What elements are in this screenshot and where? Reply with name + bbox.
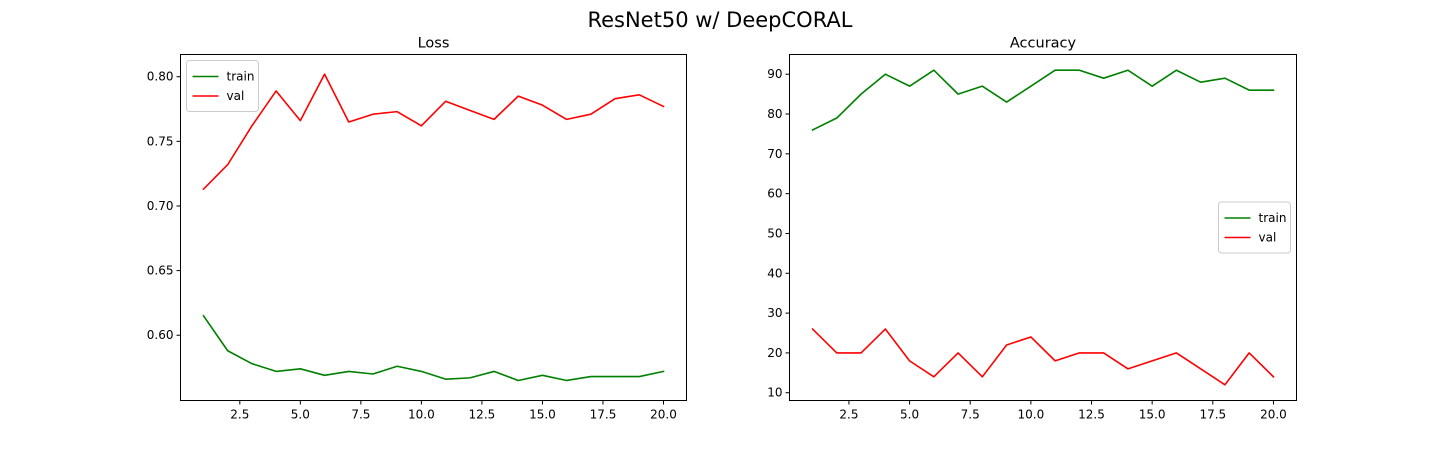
accuracy-series-val-line [811,327,1275,386]
loss-x-tick-label: 17.5 [590,408,617,422]
accuracy-y-tick-label: 60 [767,187,782,201]
loss-x-tick-label: 10.0 [408,408,435,422]
loss-series-train-line [202,314,665,382]
loss-x-tick-label: 7.5 [351,408,370,422]
loss-legend-label-val: val [227,89,245,103]
accuracy-chart-title: Accuracy [1010,36,1077,52]
loss-x-tick-label: 20.0 [650,408,677,422]
accuracy-axes: Accuracy 2.5 5.0 7.5 10.0 12.5 15.0 17.5 20.0 10 2… [767,36,1297,422]
accuracy-y-tick-label: 70 [767,147,782,161]
loss-y-tick-label: 0.80 [147,70,174,84]
accuracy-legend: train val [1218,201,1291,254]
accuracy-y-tick-label: 10 [767,386,782,400]
loss-y-tick-label: 0.65 [147,264,174,278]
loss-x-tick-label: 5.0 [291,408,310,422]
accuracy-legend-box [1218,201,1291,254]
loss-series-val-line [202,73,665,191]
loss-x-tick-label: 2.5 [230,408,249,422]
loss-y-tick-label: 0.60 [147,328,174,342]
accuracy-x-tick-label: 5.0 [900,408,919,422]
accuracy-x-tick-label: 17.5 [1199,408,1226,422]
figure-suptitle: ResNet50 w/ DeepCORAL [587,8,852,32]
loss-legend: train val [186,60,259,112]
accuracy-y-tick-label: 90 [767,67,782,81]
loss-y-tick-label: 0.75 [147,134,174,148]
accuracy-legend-label-train: train [1259,211,1287,225]
accuracy-x-tick-label: 20.0 [1260,408,1287,422]
accuracy-plot-frame [789,54,1297,401]
accuracy-y-tick-label: 40 [767,266,782,280]
loss-x-tick-label: 15.0 [529,408,556,422]
loss-plot-frame [180,54,687,401]
accuracy-x-tick-label: 12.5 [1078,408,1105,422]
loss-axes: Loss 2.5 5.0 7.5 10.0 12.5 15.0 17.5 20.0 0.60 0.6… [147,36,687,422]
accuracy-x-tick-label: 15.0 [1139,408,1166,422]
loss-legend-box [186,60,259,112]
accuracy-y-tick-label: 50 [767,226,782,240]
accuracy-legend-label-val: val [1259,231,1277,245]
accuracy-x-tick-label: 2.5 [839,408,858,422]
accuracy-y-tick-label: 80 [767,107,782,121]
accuracy-x-tick-label: 7.5 [961,408,980,422]
accuracy-y-tick-label: 30 [767,306,782,320]
loss-chart-title: Loss [418,36,450,52]
accuracy-series-train-line [811,69,1275,132]
loss-y-tick-label: 0.70 [147,199,174,213]
accuracy-x-tick-label: 10.0 [1018,408,1045,422]
loss-x-tick-label: 12.5 [469,408,496,422]
loss-legend-label-train: train [227,70,255,84]
accuracy-y-tick-label: 20 [767,346,782,360]
